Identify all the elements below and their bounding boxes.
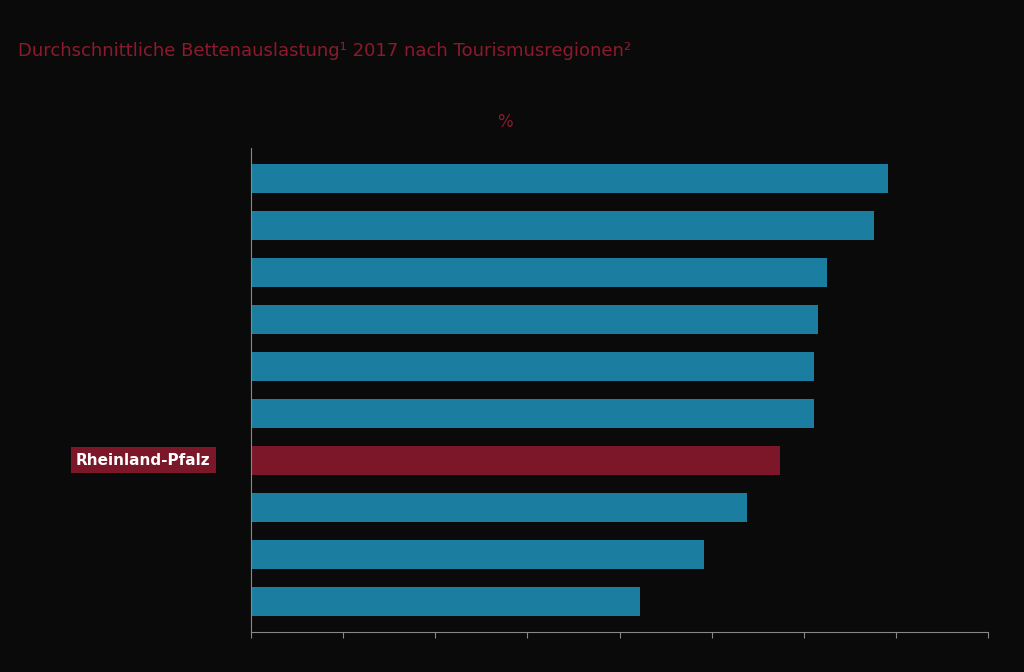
- Bar: [251, 258, 827, 287]
- Text: %: %: [498, 113, 513, 131]
- Bar: [251, 587, 640, 616]
- Bar: [251, 211, 874, 240]
- Bar: [251, 304, 818, 334]
- Text: Rheinland-Pfalz: Rheinland-Pfalz: [76, 453, 211, 468]
- Bar: [251, 493, 746, 521]
- Bar: [251, 446, 780, 475]
- Bar: [251, 164, 888, 193]
- Bar: [251, 398, 814, 428]
- Bar: [251, 540, 703, 569]
- Text: Durchschnittliche Bettenauslastung¹ 2017 nach Tourismusregionen²: Durchschnittliche Bettenauslastung¹ 2017…: [18, 42, 632, 60]
- Bar: [251, 351, 814, 381]
